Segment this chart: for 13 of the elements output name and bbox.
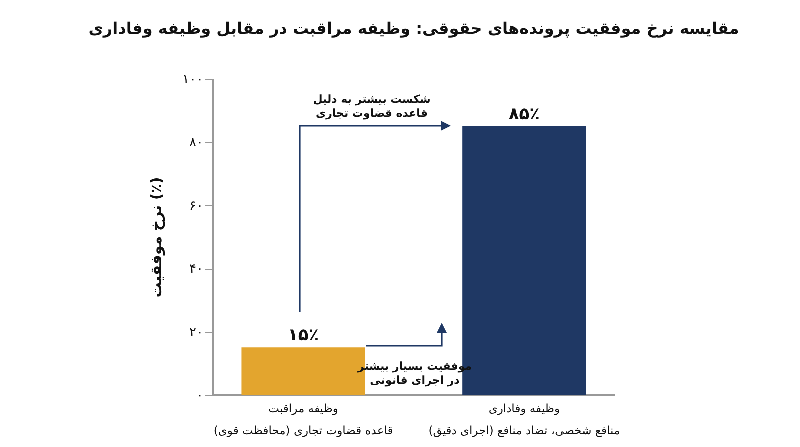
chart-title: مقایسه نرخ موفقیت پرونده‌های حقوقی: وظیفه مراقبت در مقابل وظیفه وفاداری — [88, 19, 740, 38]
y-tick-label: ۴۰ — [190, 262, 204, 278]
x-tick-label: وظیفه مراقبت قاعده قضاوت تجاری (محافظت قوی) — [214, 402, 394, 438]
x-tick-label: وظیفه وفاداری منافع شخصی، تضاد منافع (اجرای دقیق) — [428, 402, 620, 438]
y-tick-label: ۲۰ — [190, 325, 204, 340]
data-label: ۸۵٪ — [508, 104, 540, 124]
y-tick-label: ۶۰ — [190, 198, 204, 214]
y-tick-label: ۸۰ — [190, 136, 204, 151]
y-tick-label: ۰ — [196, 388, 204, 404]
annotation: شکست بیشتر به دلیل قاعده قضاوت تجاری — [313, 93, 431, 120]
y-tick-label: ۱۰۰ — [182, 72, 204, 88]
data-label: ۱۵٪ — [288, 326, 320, 346]
y-axis-title: نرخ موفقیت (٪) — [148, 177, 166, 298]
